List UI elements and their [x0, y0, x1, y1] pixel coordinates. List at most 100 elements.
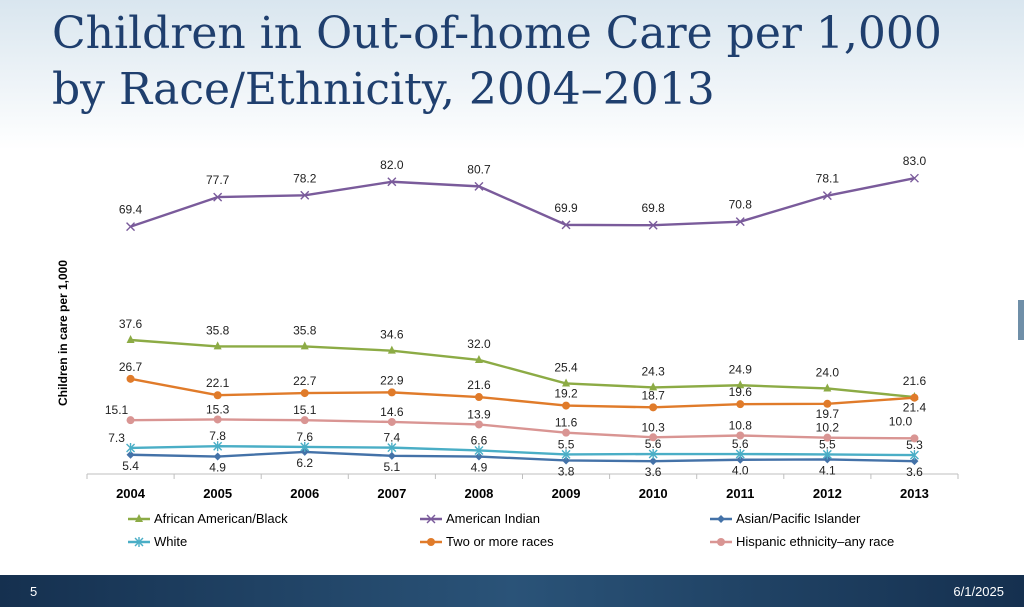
- series-american-indian-point-stroke: [213, 192, 223, 202]
- series-white-point: [474, 445, 484, 456]
- x-tick-label: 2013: [900, 486, 929, 501]
- series-asian-pacific-islander-data-label: 3.8: [558, 464, 575, 478]
- series-asian-pacific-islander-data-label: 5.1: [384, 460, 401, 474]
- series-white-data-label: 5.3: [906, 438, 923, 452]
- series-asian-pacific-islander-data-label: 4.1: [819, 463, 836, 477]
- series-white-point: [213, 441, 223, 452]
- series-two-or-more-races-point: [474, 393, 483, 402]
- series-african-american-black-point: [300, 341, 309, 350]
- series-white-point: [735, 449, 745, 460]
- series-hispanic-ethnicity-any-race-data-label: 15.3: [206, 402, 230, 416]
- series-hispanic-ethnicity-any-race-point: [300, 416, 309, 425]
- legend-item-american-indian-label: American Indian: [446, 511, 540, 526]
- series-hispanic-ethnicity-any-race-data-label: 14.6: [380, 405, 404, 419]
- series-asian-pacific-islander-data-label: 3.6: [645, 465, 662, 479]
- x-tick-label: 2010: [639, 486, 668, 501]
- series-american-indian-point: [561, 220, 571, 230]
- legend-item-asian-pacific-islander-label: Asian/Pacific Islander: [736, 511, 861, 526]
- series-white-point: [648, 449, 658, 460]
- series-two-or-more-races-point: [387, 388, 396, 397]
- series-asian-pacific-islander-point: [474, 452, 483, 461]
- series-asian-pacific-islander-point: [910, 457, 919, 466]
- series-african-american-black-data-label: 21.6: [903, 374, 927, 388]
- x-tick-label: 2012: [813, 486, 842, 501]
- series-asian-pacific-islander-point: [126, 450, 135, 459]
- series-white-point: [561, 449, 571, 460]
- series-white-data-label: 5.6: [732, 437, 749, 451]
- series-american-indian-point: [126, 222, 136, 232]
- series-american-indian-point: [735, 217, 745, 227]
- series-asian-pacific-islander-point: [213, 452, 222, 461]
- series-two-or-more-races-point: [300, 389, 309, 398]
- legend-item-american-indian-swatch-marker: [426, 514, 436, 524]
- series-two-or-more-races-data-label: 21.4: [903, 401, 927, 415]
- series-two-or-more-races-line: [130, 377, 915, 409]
- series-american-indian-data-label: 82.0: [380, 158, 404, 172]
- series-african-american-black-data-label: 25.4: [554, 360, 578, 374]
- series-asian-pacific-islander-data-label: 4.9: [209, 461, 226, 475]
- series-hispanic-ethnicity-any-race-data-label: 10.2: [816, 421, 840, 435]
- series-african-american-black-data-label: 35.8: [206, 323, 230, 337]
- right-edge-accent: [1018, 300, 1024, 340]
- series-american-indian-point-stroke: [387, 177, 397, 187]
- series-hispanic-ethnicity-any-race-data-label: 10.0: [889, 414, 913, 428]
- series-white-point: [909, 450, 919, 461]
- series-american-indian-point: [822, 191, 832, 201]
- x-tick-label: 2005: [203, 486, 232, 501]
- series-hispanic-ethnicity-any-race-data-label: 15.1: [293, 403, 317, 417]
- series-hispanic-ethnicity-any-race-data-label: 15.1: [105, 403, 129, 417]
- series-asian-pacific-islander-data-label: 4.0: [732, 464, 749, 478]
- series-american-indian-point-stroke: [822, 191, 832, 201]
- series-hispanic-ethnicity-any-race-point: [736, 431, 745, 440]
- legend-item-two-or-more-races-label: Two or more races: [446, 534, 554, 549]
- series-american-indian-point: [387, 177, 397, 187]
- series-african-american-black-data-label: 24.3: [641, 364, 665, 378]
- page-number: 5: [30, 584, 38, 599]
- series-american-indian-point-stroke: [648, 220, 658, 230]
- series-two-or-more-races-data-label: 19.6: [729, 385, 753, 399]
- series-hispanic-ethnicity-any-race-point: [910, 434, 919, 443]
- series-two-or-more-races-data-label: 22.1: [206, 376, 230, 390]
- x-tick-label: 2006: [290, 486, 319, 501]
- series-two-or-more-races-data-label: 19.2: [554, 387, 578, 401]
- series-american-indian-point-stroke: [909, 173, 919, 183]
- series-hispanic-ethnicity-any-race-point: [213, 415, 222, 424]
- series-two-or-more-races-data-label: 19.7: [816, 407, 840, 421]
- series-american-indian-point: [300, 190, 310, 200]
- series-american-indian-point: [648, 220, 658, 230]
- series-american-indian-point: [213, 192, 223, 202]
- series-african-american-black-point: [126, 334, 135, 343]
- series-american-indian-data-label: 78.1: [816, 172, 840, 186]
- series-african-american-black-point: [649, 382, 658, 391]
- series-hispanic-ethnicity-any-race-point: [126, 416, 135, 425]
- series-american-indian-point-stroke: [474, 181, 484, 191]
- series-hispanic-ethnicity-any-race-data-label: 13.9: [467, 407, 491, 421]
- series-american-indian-point: [474, 181, 484, 191]
- series-white-point: [300, 441, 310, 452]
- legend-item-african-american-black-swatch-marker: [135, 514, 143, 522]
- series-hispanic-ethnicity-any-race-line: [130, 418, 915, 440]
- series-african-american-black-data-label: 24.9: [729, 362, 753, 376]
- series-asian-pacific-islander-point: [562, 456, 571, 465]
- series-two-or-more-races-point: [213, 391, 222, 400]
- legend-item-hispanic-ethnicity-any-race-label: Hispanic ethnicity–any race: [736, 534, 894, 549]
- series-african-american-black-data-label: 24.0: [816, 365, 840, 379]
- series-two-or-more-races-point: [126, 374, 135, 383]
- series-asian-pacific-islander-point: [736, 455, 745, 464]
- series-american-indian-line: [130, 177, 915, 228]
- series-american-indian-data-label: 70.8: [729, 198, 753, 212]
- title-line-2: by Race/Ethnicity, 2004–2013: [52, 64, 715, 115]
- title-background: [0, 0, 1024, 150]
- series-hispanic-ethnicity-any-race-point: [387, 417, 396, 426]
- series-hispanic-ethnicity-any-race-point: [474, 420, 483, 429]
- x-tick-label: 2008: [464, 486, 493, 501]
- series-african-american-black-line: [130, 338, 915, 399]
- legend-item-african-american-black: African American/Black: [128, 511, 288, 526]
- legend-item-asian-pacific-islander-swatch-marker: [717, 515, 725, 523]
- series-two-or-more-races-point: [562, 401, 571, 410]
- series-hispanic-ethnicity-any-race-data-label: 10.8: [729, 419, 753, 433]
- series-american-indian-point-stroke: [735, 217, 745, 227]
- series-white-data-label: 6.6: [471, 433, 488, 447]
- series-two-or-more-races-data-label: 18.7: [641, 388, 665, 402]
- legend-item-hispanic-ethnicity-any-race-swatch-marker: [717, 538, 725, 546]
